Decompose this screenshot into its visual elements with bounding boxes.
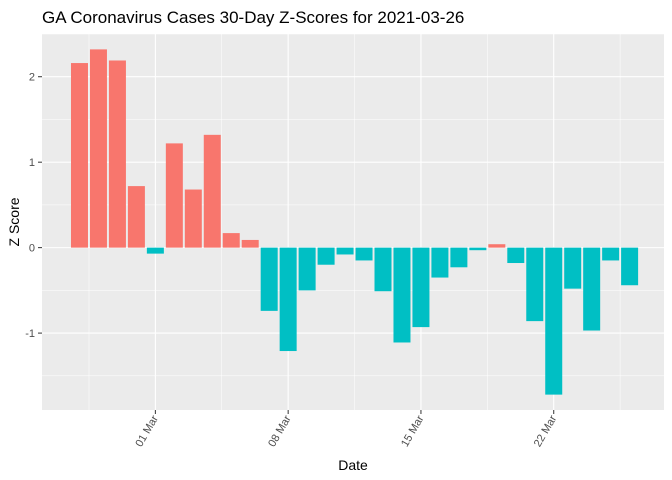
bar-2021-03-10	[317, 247, 335, 265]
bar-2021-03-01	[146, 247, 164, 254]
bar-2021-03-05	[222, 233, 240, 248]
y-tick-label: 0	[29, 243, 35, 255]
bar-2021-03-18	[469, 247, 487, 251]
y-tick-label: 2	[29, 72, 35, 84]
bar-2021-03-07	[260, 247, 278, 311]
chart-title: GA Coronavirus Cases 30-Day Z-Scores for…	[42, 8, 464, 27]
bar-2021-03-26	[621, 247, 639, 286]
bar-2021-02-25	[70, 63, 88, 248]
bar-2021-02-28	[127, 186, 145, 248]
bars	[70, 49, 639, 395]
bar-2021-03-08	[279, 247, 297, 352]
bar-2021-02-26	[89, 49, 107, 248]
bar-2021-02-27	[108, 60, 126, 248]
y-axis-title: Z Score	[6, 197, 22, 246]
x-tick-label: 22 Mar	[532, 413, 560, 449]
bar-2021-03-22	[545, 247, 563, 395]
bar-2021-03-04	[203, 134, 221, 248]
bar-2021-03-20	[507, 247, 525, 264]
bar-2021-03-21	[526, 247, 544, 322]
bar-2021-03-15	[412, 247, 430, 328]
x-axis-title: Date	[338, 457, 368, 473]
y-axis: -1 0 1 2	[25, 72, 42, 340]
bar-2021-03-24	[583, 247, 601, 331]
bar-2021-03-19	[488, 244, 506, 248]
bar-2021-03-09	[298, 247, 316, 291]
bar-2021-03-03	[184, 189, 202, 248]
x-tick-label: 15 Mar	[399, 413, 427, 449]
bar-2021-03-25	[602, 247, 620, 261]
bar-2021-03-14	[393, 247, 411, 343]
bar-2021-03-17	[450, 247, 468, 268]
x-axis: 01 Mar 08 Mar 15 Mar 22 Mar	[133, 410, 559, 449]
bar-2021-03-13	[374, 247, 392, 292]
x-tick-label: 08 Mar	[266, 413, 294, 449]
bar-2021-03-12	[355, 247, 373, 261]
x-tick-label: 01 Mar	[133, 413, 161, 449]
bar-2021-03-11	[336, 247, 354, 255]
y-tick-label: -1	[25, 328, 35, 340]
bar-2021-03-06	[241, 239, 259, 248]
grid-lines	[42, 33, 664, 410]
bar-2021-03-23	[564, 247, 582, 289]
bar-2021-03-02	[165, 143, 183, 248]
y-tick-label: 1	[29, 157, 35, 169]
bar-2021-03-16	[431, 247, 449, 278]
